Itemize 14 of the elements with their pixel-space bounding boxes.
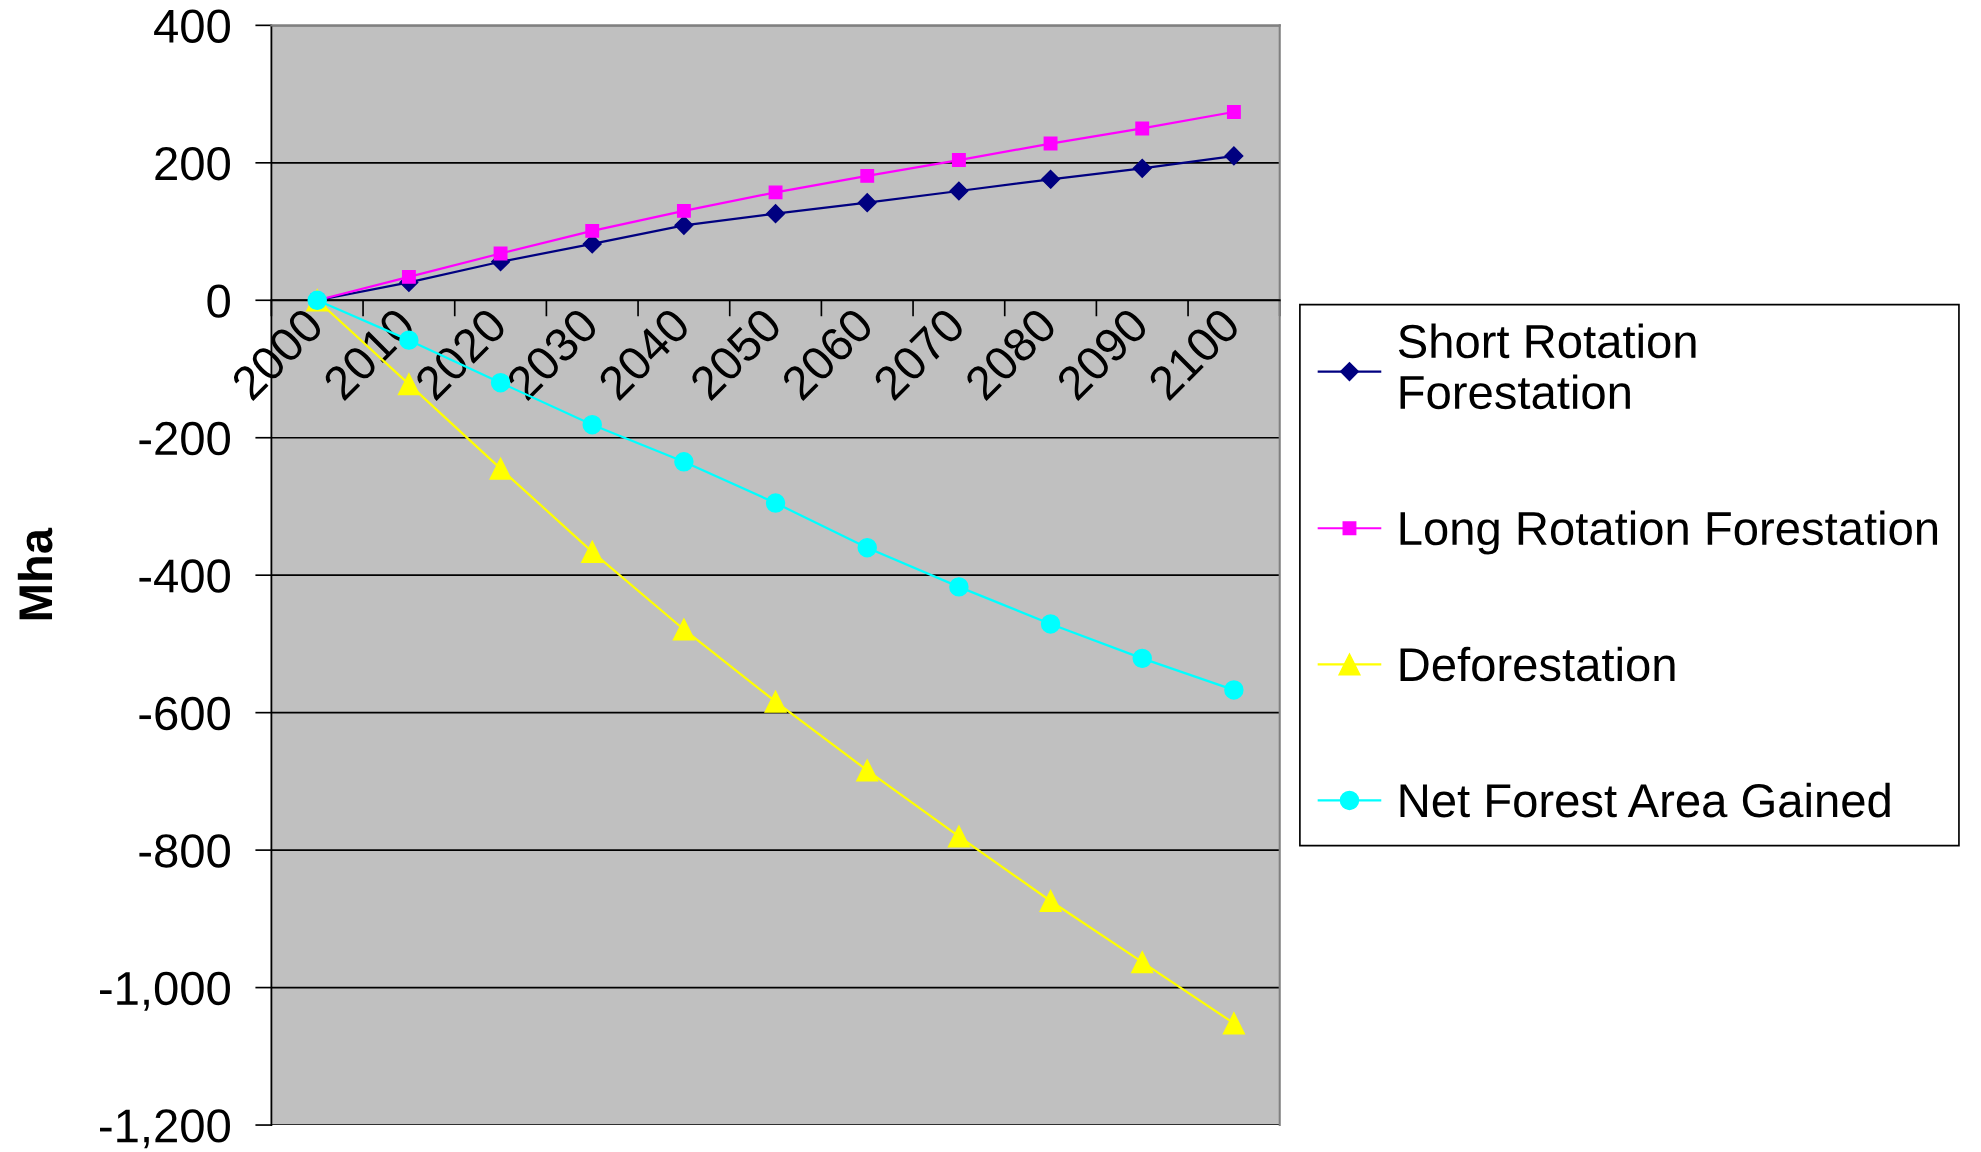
legend-label: Short Rotation Forestation	[1398, 323, 1696, 410]
y-tick-label: -800	[139, 834, 230, 868]
y-tick-label: -600	[139, 696, 230, 731]
y-tick-label: 0	[207, 284, 230, 318]
y-tick-label: 200	[155, 146, 230, 181]
y-tick-label: -400	[139, 559, 230, 593]
y-axis-title: Mha	[17, 527, 53, 620]
y-tick-label: 400	[154, 9, 230, 43]
legend-label: Long Rotation Forestation	[1400, 510, 1938, 555]
y-tick-label: -1,200	[100, 1109, 230, 1149]
y-tick-label: -200	[139, 421, 230, 456]
legend-label: Deforestation	[1400, 646, 1675, 682]
y-tick-label: -1,000	[100, 971, 230, 1011]
legend-label: Net Forest Area Gained	[1400, 782, 1890, 818]
